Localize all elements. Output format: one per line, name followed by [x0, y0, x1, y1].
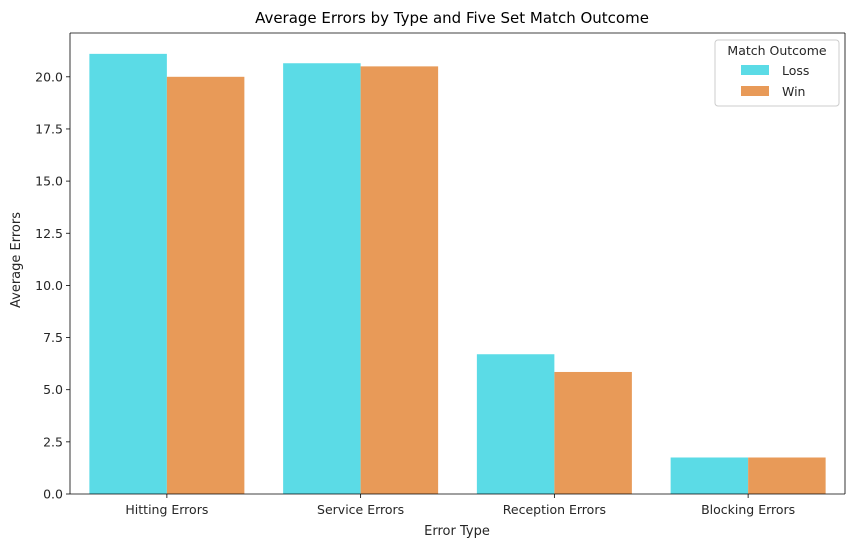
x-tick-label: Blocking Errors [701, 502, 795, 517]
legend-label-loss: Loss [782, 63, 809, 78]
y-axis-label: Average Errors [9, 212, 24, 308]
legend-swatch-win [741, 86, 769, 96]
legend-swatch-loss [741, 65, 769, 75]
bar-loss-hitting-errors [89, 53, 167, 494]
y-tick-label: 0.0 [43, 487, 63, 502]
y-tick-label: 7.5 [43, 330, 63, 345]
y-tick-label: 17.5 [35, 121, 63, 136]
legend-label-win: Win [782, 84, 805, 99]
y-tick-label: 2.5 [43, 434, 63, 449]
bar-win-blocking-errors [748, 457, 826, 494]
bar-win-reception-errors [554, 371, 632, 494]
legend-title: Match Outcome [727, 43, 826, 58]
legend: Match Outcome Loss Win [714, 39, 840, 107]
bar-loss-reception-errors [476, 354, 555, 494]
bar-loss-blocking-errors [670, 457, 749, 494]
bar-loss-service-errors [283, 63, 361, 494]
x-tick-label: Hitting Errors [125, 502, 208, 517]
y-tick-label: 10.0 [35, 278, 63, 293]
x-tick-label: Reception Errors [503, 502, 606, 517]
bars-group [89, 53, 826, 495]
y-tick-label: 15.0 [35, 174, 63, 189]
chart-title: Average Errors by Type and Five Set Matc… [255, 9, 649, 27]
y-tick-label: 12.5 [35, 226, 63, 241]
y-tick-label: 20.0 [35, 69, 63, 84]
axes-group: 0.0 2.5 5.0 7.5 10.0 12.5 15.0 17.5 20.0 Hitting … [35, 32, 846, 517]
bar-win-service-errors [360, 66, 439, 495]
x-tick-label: Service Errors [317, 502, 404, 517]
x-axis-label: Error Type [424, 524, 490, 539]
y-tick-label: 5.0 [43, 382, 63, 397]
bar-win-hitting-errors [166, 76, 245, 495]
